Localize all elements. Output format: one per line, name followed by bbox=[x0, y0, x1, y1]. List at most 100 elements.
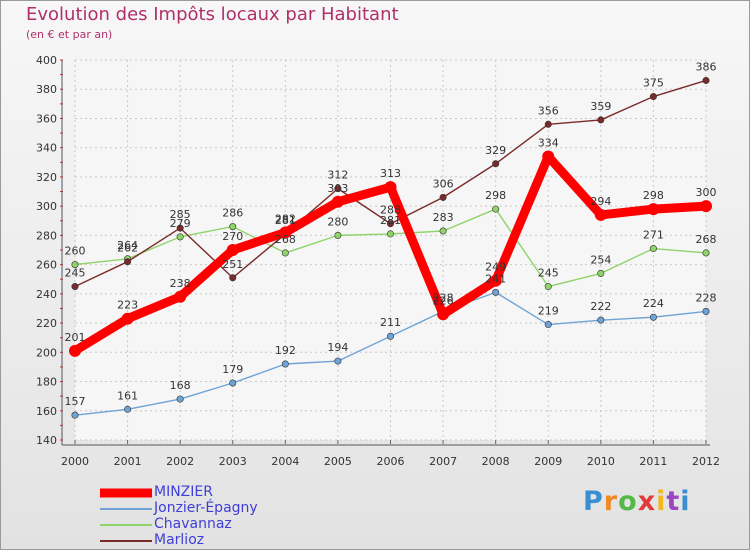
point-chavannaz bbox=[229, 223, 237, 231]
series-layer bbox=[69, 76, 712, 419]
data-label-marlioz: 356 bbox=[538, 104, 559, 117]
x-tick-label: 2004 bbox=[271, 455, 299, 468]
data-label-marlioz: 375 bbox=[643, 77, 664, 90]
legend-item-chavannaz: Chavannaz bbox=[100, 516, 360, 532]
point-marlioz bbox=[492, 160, 500, 168]
logo-letter: i bbox=[680, 486, 691, 517]
data-label-layer: 201 223 238 270 282 303 313 226 249 334 294 298 300 1… bbox=[65, 60, 717, 408]
point-marlioz bbox=[386, 220, 394, 228]
y-tick-label: 400 bbox=[36, 54, 57, 67]
point-minzier bbox=[331, 195, 344, 208]
legend-item-minzier: MINZIER bbox=[100, 484, 360, 500]
y-tick-label: 180 bbox=[36, 376, 57, 389]
x-tick-label: 2010 bbox=[587, 455, 615, 468]
data-label-marlioz: 386 bbox=[696, 60, 717, 73]
point-jonzier-pagny bbox=[176, 395, 184, 403]
logo-letter: o bbox=[618, 486, 638, 517]
data-label-chavannaz: 268 bbox=[696, 233, 717, 246]
data-label-minzier: 298 bbox=[643, 189, 664, 202]
data-label-chavannaz: 264 bbox=[117, 239, 138, 252]
y-tick-label: 220 bbox=[36, 317, 57, 330]
point-minzier bbox=[69, 344, 81, 357]
point-marlioz bbox=[176, 224, 184, 232]
legend-swatch bbox=[100, 508, 152, 510]
y-tick-label: 140 bbox=[36, 434, 57, 447]
point-minzier bbox=[279, 226, 292, 239]
data-label-jonzier-pagny: 224 bbox=[643, 297, 664, 310]
point-chavannaz bbox=[702, 249, 710, 257]
x-tick-label: 2002 bbox=[166, 455, 194, 468]
point-marlioz bbox=[124, 258, 132, 266]
point-jonzier-pagny bbox=[71, 411, 79, 419]
data-label-jonzier-pagny: 157 bbox=[65, 395, 86, 408]
x-tick-label: 2008 bbox=[482, 455, 510, 468]
y-tick-label: 300 bbox=[36, 200, 57, 213]
y-tick-label: 340 bbox=[36, 142, 57, 155]
point-marlioz bbox=[649, 93, 657, 101]
x-tick-label: 2009 bbox=[534, 455, 562, 468]
point-jonzier-pagny bbox=[492, 288, 500, 296]
data-label-minzier: 223 bbox=[117, 299, 138, 312]
point-chavannaz bbox=[597, 269, 605, 277]
data-label-chavannaz: 298 bbox=[485, 189, 506, 202]
legend-swatch bbox=[100, 540, 152, 542]
point-chavannaz bbox=[281, 249, 289, 257]
point-minzier bbox=[121, 312, 134, 325]
point-chavannaz bbox=[71, 261, 79, 269]
y-tick-label: 240 bbox=[36, 288, 57, 301]
legend-label: Chavannaz bbox=[154, 516, 232, 532]
point-jonzier-pagny bbox=[702, 307, 710, 315]
chart-title: Evolution des Impôts locaux par Habitant bbox=[26, 4, 399, 25]
logo-letter: t bbox=[666, 486, 681, 517]
point-chavannaz bbox=[492, 205, 500, 213]
point-jonzier-pagny bbox=[124, 405, 132, 413]
point-chavannaz bbox=[386, 230, 394, 238]
y-tick-label: 280 bbox=[36, 229, 57, 242]
data-label-minzier: 303 bbox=[327, 182, 348, 195]
y-tick-label: 260 bbox=[36, 259, 57, 272]
y-tick-label: 360 bbox=[36, 112, 57, 125]
data-label-jonzier-pagny: 241 bbox=[485, 272, 506, 285]
point-jonzier-pagny bbox=[334, 357, 342, 365]
x-tick-label: 2000 bbox=[61, 455, 89, 468]
point-jonzier-pagny bbox=[229, 379, 237, 387]
point-minzier bbox=[700, 200, 712, 213]
data-label-minzier: 201 bbox=[65, 331, 86, 344]
point-marlioz bbox=[702, 76, 710, 84]
data-label-marlioz: 262 bbox=[117, 242, 138, 255]
data-label-jonzier-pagny: 179 bbox=[222, 363, 243, 376]
point-marlioz bbox=[544, 120, 552, 128]
data-label-minzier: 313 bbox=[380, 167, 401, 180]
x-tick-label: 2012 bbox=[692, 455, 720, 468]
legend-swatch bbox=[100, 488, 152, 498]
y-tick-label: 200 bbox=[36, 346, 57, 359]
x-tick-label: 2005 bbox=[324, 455, 352, 468]
y-tick-label: 320 bbox=[36, 171, 57, 184]
x-tick-label: 2007 bbox=[429, 455, 457, 468]
data-label-jonzier-pagny: 194 bbox=[327, 341, 348, 354]
point-chavannaz bbox=[544, 283, 552, 291]
point-chavannaz bbox=[334, 231, 342, 239]
point-marlioz bbox=[71, 283, 79, 291]
data-label-jonzier-pagny: 211 bbox=[380, 316, 401, 329]
point-chavannaz bbox=[439, 227, 447, 235]
point-jonzier-pagny bbox=[544, 321, 552, 329]
point-marlioz bbox=[597, 116, 605, 124]
legend-label: Jonzier-Épagny bbox=[154, 500, 258, 516]
data-label-minzier: 249 bbox=[485, 261, 506, 274]
data-label-chavannaz: 271 bbox=[643, 229, 664, 242]
legend-item-jonzier-pagny: Jonzier-Épagny bbox=[100, 500, 360, 516]
logo-letter: i bbox=[656, 486, 667, 517]
data-label-minzier: 238 bbox=[170, 277, 191, 290]
x-tick-label: 2011 bbox=[639, 455, 667, 468]
data-label-marlioz: 306 bbox=[433, 177, 454, 190]
data-label-minzier: 226 bbox=[433, 294, 454, 307]
legend-label: MINZIER bbox=[154, 484, 213, 500]
point-minzier bbox=[437, 308, 450, 321]
data-label-chavannaz: 268 bbox=[275, 233, 296, 246]
data-label-marlioz: 245 bbox=[65, 267, 86, 280]
point-minzier bbox=[226, 244, 239, 256]
point-chavannaz bbox=[649, 245, 657, 253]
x-tick-label: 2006 bbox=[377, 455, 405, 468]
